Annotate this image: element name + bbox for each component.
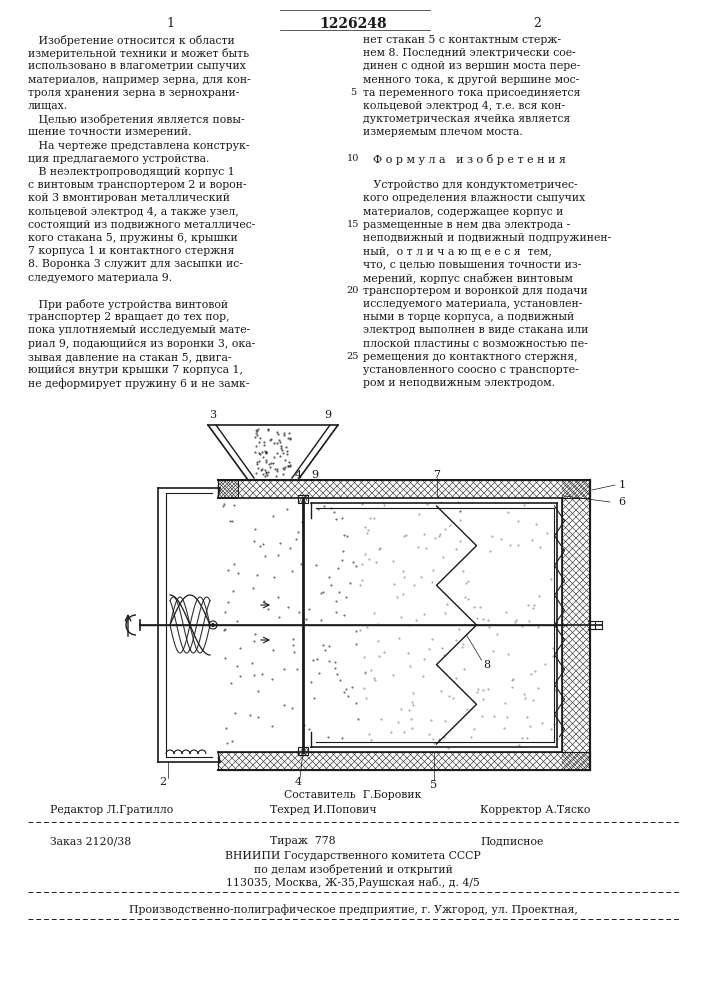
Text: материалов, содержащее корпус и: материалов, содержащее корпус и [363,207,563,217]
Text: 1: 1 [619,480,626,490]
Text: нет стакан 5 с контактным стерж-: нет стакан 5 с контактным стерж- [363,35,561,45]
Text: Корректор А.Тяско: Корректор А.Тяско [480,805,590,815]
Text: лищах.: лищах. [28,101,68,111]
Bar [218,752,590,770]
Text: 25: 25 [347,352,359,361]
Text: 1: 1 [166,17,174,30]
Text: Редактор Л.Гратилло: Редактор Л.Гратилло [50,805,173,815]
Text: использовано в влагометрии сыпучих: использовано в влагометрии сыпучих [28,61,246,71]
Text: 2: 2 [533,17,541,30]
Text: ный,  о т л и ч а ю щ е е с я  тем,: ный, о т л и ч а ю щ е е с я тем, [363,246,552,256]
Text: 8: 8 [483,660,490,670]
Text: Производственно-полиграфическое предприятие, г. Ужгород, ул. Проектная,: Производственно-полиграфическое предприя… [129,904,578,915]
Text: Техред И.Попович: Техред И.Попович [270,805,377,815]
Circle shape [211,623,215,627]
Text: Подписное: Подписное [480,836,544,846]
Text: измерительной техники и может быть: измерительной техники и может быть [28,48,249,59]
Circle shape [209,621,217,629]
Text: 4: 4 [294,777,302,787]
Text: неподвижный и подвижный подпружинен-: неподвижный и подвижный подпружинен- [363,233,612,243]
Bar [218,480,238,498]
Text: В неэлектропроводящий корпус 1: В неэлектропроводящий корпус 1 [28,167,235,177]
Text: 3: 3 [209,410,216,420]
Text: электрод выполнен в виде стакана или: электрод выполнен в виде стакана или [363,325,588,335]
Text: Целью изобретения является повы-: Целью изобретения является повы- [28,114,245,125]
Text: 15: 15 [347,220,359,229]
Text: 9: 9 [312,470,319,480]
Text: материалов, например зерна, для кон-: материалов, например зерна, для кон- [28,75,251,85]
Text: 20: 20 [347,286,359,295]
Text: кого определения влажности сыпучих: кого определения влажности сыпучих [363,193,585,203]
Text: ция предлагаемого устройства.: ция предлагаемого устройства. [28,154,209,164]
Text: транспортером и воронкой для подачи: транспортером и воронкой для подачи [363,286,588,296]
Text: не деформирует пружину 6 и не замк-: не деформирует пружину 6 и не замк- [28,378,250,389]
Text: Ф о р м у л а   и з о б р е т е н и я: Ф о р м у л а и з о б р е т е н и я [373,154,566,165]
Text: 9: 9 [325,410,332,420]
Text: 1226248: 1226248 [319,17,387,31]
Text: 2: 2 [160,777,167,787]
Text: кого стакана 5, пружины 6, крышки: кого стакана 5, пружины 6, крышки [28,233,238,243]
Text: На чертеже представлена конструк-: На чертеже представлена конструк- [28,141,250,151]
Text: риал 9, подающийся из воронки 3, ока-: риал 9, подающийся из воронки 3, ока- [28,339,255,349]
Text: кольцевой электрод 4, а также узел,: кольцевой электрод 4, а также узел, [28,207,239,217]
Text: 4: 4 [294,470,302,480]
Bar [218,480,590,498]
Text: кой 3 вмонтирован металлический: кой 3 вмонтирован металлический [28,193,230,203]
Text: измеряемым плечом моста.: измеряемым плечом моста. [363,127,522,137]
Text: с винтовым транспортером 2 и ворон-: с винтовым транспортером 2 и ворон- [28,180,247,190]
Text: нем 8. Последний электрически сое-: нем 8. Последний электрически сое- [363,48,575,58]
Text: ВНИИПИ Государственного комитета СССР: ВНИИПИ Государственного комитета СССР [225,851,481,861]
Text: Заказ 2120/38: Заказ 2120/38 [50,836,132,846]
Text: пока уплотняемый исследуемый мате-: пока уплотняемый исследуемый мате- [28,325,250,335]
Text: 5: 5 [350,88,356,97]
Text: та переменного тока присоединяется: та переменного тока присоединяется [363,88,580,98]
Bar [218,498,562,752]
Text: Изобретение относится к области: Изобретение относится к области [28,35,235,46]
Text: 7: 7 [433,470,440,480]
Bar [298,495,308,503]
Text: 5: 5 [431,780,438,790]
Text: кольцевой электрод 4, т.е. вся кон-: кольцевой электрод 4, т.е. вся кон- [363,101,565,111]
Text: по делам изобретений и открытий: по делам изобретений и открытий [254,864,452,875]
Text: Устройство для кондуктометричес-: Устройство для кондуктометричес- [363,180,578,190]
Text: плоской пластины с возможностью пе-: плоской пластины с возможностью пе- [363,339,588,349]
Text: ющийся внутри крышки 7 корпуса 1,: ющийся внутри крышки 7 корпуса 1, [28,365,243,375]
Text: При работе устройства винтовой: При работе устройства винтовой [28,299,228,310]
Text: что, с целью повышения точности из-: что, с целью повышения точности из- [363,259,581,269]
Bar [298,747,308,755]
Text: транспортер 2 вращает до тех пор,: транспортер 2 вращает до тех пор, [28,312,230,322]
Text: ром и неподвижным электродом.: ром и неподвижным электродом. [363,378,555,388]
Text: 113035, Москва, Ж-35,Раушская наб., д. 4/5: 113035, Москва, Ж-35,Раушская наб., д. 4… [226,877,480,888]
Text: мерений, корпус снабжен винтовым: мерений, корпус снабжен винтовым [363,273,573,284]
Text: установленного соосно с транспорте-: установленного соосно с транспорте- [363,365,579,375]
Text: 10: 10 [347,154,359,163]
Text: следуемого материала 9.: следуемого материала 9. [28,273,172,283]
Text: Составитель  Г.Боровик: Составитель Г.Боровик [284,790,422,800]
Text: динен с одной из вершин моста пере-: динен с одной из вершин моста пере- [363,61,580,71]
Text: троля хранения зерна в зернохрани-: троля хранения зерна в зернохрани- [28,88,240,98]
Text: размещенные в нем два электрода -: размещенные в нем два электрода - [363,220,571,230]
Text: Тираж  778: Тираж 778 [270,836,336,846]
Text: ремещения до контактного стержня,: ремещения до контактного стержня, [363,352,578,362]
Text: 8. Воронка 3 служит для засыпки ис-: 8. Воронка 3 служит для засыпки ис- [28,259,243,269]
Text: дуктометрическая ячейка является: дуктометрическая ячейка является [363,114,571,124]
Text: менного тока, к другой вершине мос-: менного тока, к другой вершине мос- [363,75,579,85]
Bar [562,480,590,770]
Text: 6: 6 [619,497,626,507]
Text: исследуемого материала, установлен-: исследуемого материала, установлен- [363,299,583,309]
Text: шение точности измерений.: шение точности измерений. [28,127,192,137]
Text: состоящий из подвижного металличес-: состоящий из подвижного металличес- [28,220,255,230]
Text: ными в торце корпуса, а подвижный: ными в торце корпуса, а подвижный [363,312,574,322]
Text: зывая давление на стакан 5, двига-: зывая давление на стакан 5, двига- [28,352,231,362]
Text: 7 корпуса 1 и контактного стержня: 7 корпуса 1 и контактного стержня [28,246,235,256]
